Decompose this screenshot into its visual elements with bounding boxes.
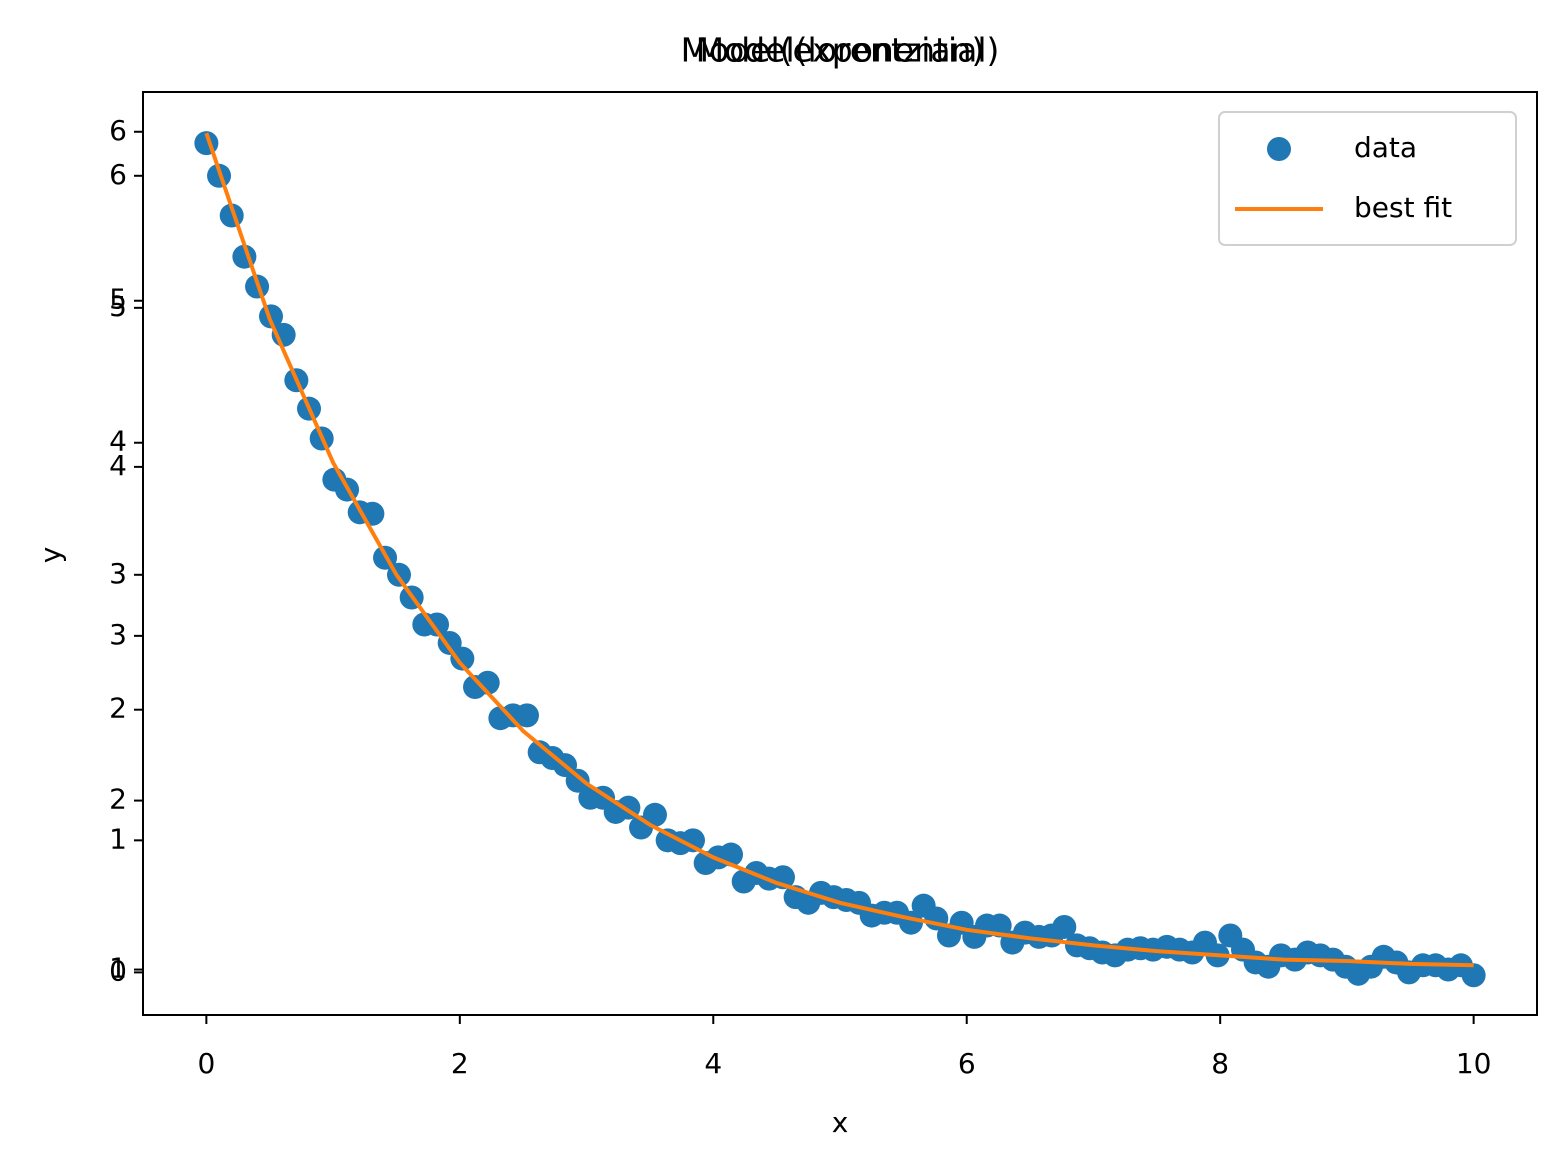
data-point (680, 828, 705, 853)
data-point (565, 768, 590, 793)
chart-title: Model(lorentzian) (696, 31, 985, 70)
y-tick-label: 1 (109, 822, 127, 855)
y-tick-label: 0 (109, 954, 127, 987)
y-axis-label: y (34, 547, 67, 564)
y-tick-label: 6 (109, 114, 127, 147)
y-tick-label: 2 (109, 783, 127, 816)
data-point (514, 703, 539, 728)
data-point (1052, 914, 1077, 939)
y-tick-label: 1 (109, 952, 127, 985)
fit-line (204, 132, 1474, 968)
y-tick-label: 3 (109, 557, 127, 590)
x-tick-label: 6 (958, 1047, 976, 1080)
legend-box (1218, 111, 1517, 246)
y-tick-label: 5 (109, 290, 127, 323)
chart-title: Model(exponential) (681, 31, 1000, 70)
x-tick-label: 2 (451, 1047, 469, 1080)
legend-label: data (1354, 131, 1417, 164)
y-tick-label: 6 (109, 158, 127, 191)
y-tick-label: 4 (109, 449, 127, 482)
plot-frame (142, 91, 1538, 1016)
x-tick-label: 4 (704, 1047, 722, 1080)
legend-label: best fit (1354, 191, 1452, 224)
legend-marker (1267, 137, 1291, 161)
data-point (425, 612, 450, 637)
x-tick-label: 10 (1456, 1047, 1492, 1080)
x-tick-label: 0 (197, 1047, 215, 1080)
y-tick-label: 3 (109, 618, 127, 651)
y-tick-label: 2 (109, 692, 127, 725)
y-tick-label: 4 (109, 425, 127, 458)
data-point (642, 802, 667, 827)
data-point (1461, 963, 1486, 988)
x-tick-label: 8 (1211, 1047, 1229, 1080)
x-axis-label: x (832, 1106, 849, 1139)
data-point (450, 646, 475, 671)
y-tick-label: 5 (109, 283, 127, 316)
